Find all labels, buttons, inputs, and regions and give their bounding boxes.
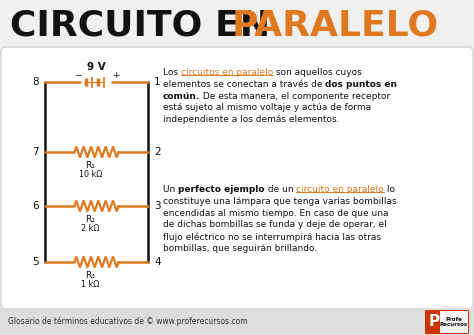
Text: 1: 1 [154,77,161,87]
Text: CIRCUITO EN: CIRCUITO EN [10,8,283,42]
Text: de dichas bombillas se funda y deje de operar, el: de dichas bombillas se funda y deje de o… [163,220,387,229]
Text: R₂: R₂ [86,215,95,224]
Text: encendidas al mismo tiempo. En caso de que una: encendidas al mismo tiempo. En caso de q… [163,209,389,218]
Text: 6: 6 [32,201,39,211]
Text: 7: 7 [32,147,39,157]
Text: PARALELO: PARALELO [232,8,439,42]
Text: común.: común. [163,91,200,100]
Text: R₁: R₁ [86,161,95,170]
Text: 1 kΩ: 1 kΩ [82,280,100,289]
Text: 10 kΩ: 10 kΩ [79,170,102,179]
FancyBboxPatch shape [0,0,474,54]
Text: constituye una lámpara que tenga varias bombillas: constituye una lámpara que tenga varias … [163,197,397,206]
Text: bombillas, que seguirán brillando.: bombillas, que seguirán brillando. [163,244,317,253]
Text: está sujeto al mismo voltaje y actúa de forma: está sujeto al mismo voltaje y actúa de … [163,104,371,113]
Text: independiente a los demás elementos.: independiente a los demás elementos. [163,115,339,124]
FancyBboxPatch shape [1,47,473,309]
Text: elementos se conectan a través de: elementos se conectan a través de [163,80,325,89]
Text: De esta manera, el componente receptor: De esta manera, el componente receptor [200,91,391,100]
Text: 4: 4 [154,257,161,267]
Text: flujo eléctrico no se interrumpirá hacia las otras: flujo eléctrico no se interrumpirá hacia… [163,232,381,242]
Text: 9 V: 9 V [87,62,106,72]
Bar [440,311,468,333]
Text: 8: 8 [32,77,39,87]
Bar [0,308,474,335]
Text: Profe
Recursos: Profe Recursos [440,317,468,327]
Text: dos puntos en: dos puntos en [325,80,397,89]
Text: Los: Los [163,68,181,77]
FancyBboxPatch shape [425,310,469,334]
Text: P: P [428,315,439,330]
Text: perfecto ejemplo: perfecto ejemplo [178,185,264,194]
Text: Glosario de términos educativos de © www.proferecursos.com: Glosario de términos educativos de © www… [8,316,247,326]
Text: Un: Un [163,185,178,194]
Text: son aquellos cuyos: son aquellos cuyos [273,68,362,77]
Text: de un: de un [264,185,296,194]
Text: lo: lo [384,185,395,194]
Text: 5: 5 [32,257,39,267]
Text: circuitos en paralelo: circuitos en paralelo [181,68,273,77]
Text: R₃: R₃ [86,271,95,280]
Text: +: + [112,70,119,79]
Text: 2 kΩ: 2 kΩ [81,224,100,233]
Text: 2: 2 [154,147,161,157]
Text: −: − [74,70,81,79]
Text: circuito en paralelo: circuito en paralelo [296,185,384,194]
Text: 3: 3 [154,201,161,211]
